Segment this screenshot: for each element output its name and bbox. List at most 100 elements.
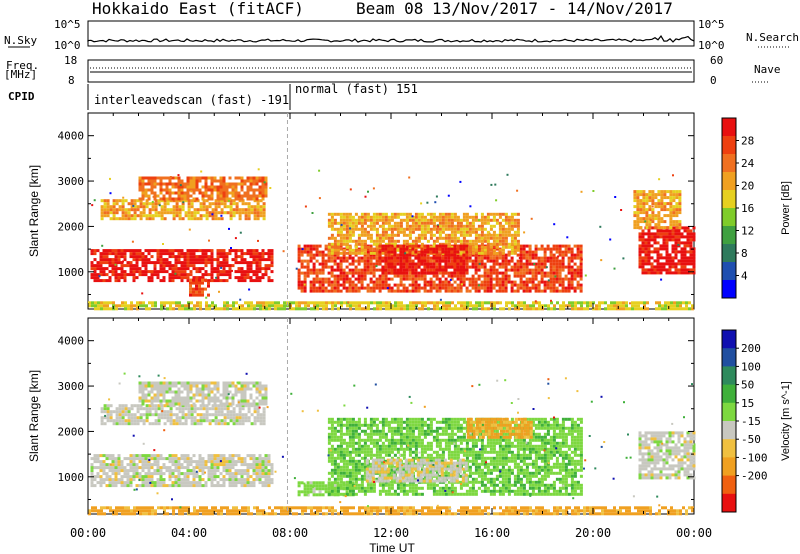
data-cell [547, 307, 550, 311]
data-cell [211, 213, 214, 216]
data-cell [219, 264, 223, 268]
data-cell [150, 478, 154, 482]
data-cell [519, 283, 523, 287]
data-cell [153, 185, 157, 189]
data-cell [169, 304, 172, 308]
data-cell [270, 481, 274, 485]
data-cell [498, 227, 502, 231]
data-cell [240, 469, 244, 473]
data-cell [675, 196, 679, 200]
data-cell [402, 268, 406, 272]
data-cell [141, 258, 145, 262]
data-cell [444, 256, 448, 260]
data-cell [178, 410, 182, 414]
data-cell [528, 271, 532, 275]
data-cell [534, 244, 538, 248]
data-cell [177, 267, 181, 271]
data-cell [426, 212, 430, 216]
data-cell [258, 457, 262, 461]
data-cell [369, 286, 373, 290]
data-cell [103, 208, 107, 212]
data-cell [99, 463, 103, 467]
data-cell [223, 416, 227, 420]
data-cell [198, 261, 202, 265]
data-cell [226, 301, 229, 305]
data-cell [647, 268, 651, 272]
data-cell [558, 268, 562, 272]
data-cell [441, 274, 445, 278]
data-cell [318, 244, 322, 248]
data-cell [552, 274, 556, 278]
data-cell [444, 268, 448, 272]
data-cell [450, 221, 454, 225]
data-cell [394, 304, 397, 308]
data-cell [420, 259, 424, 263]
data-cell [420, 242, 424, 246]
data-cell [390, 259, 394, 263]
data-cell [354, 286, 358, 290]
data-cell [252, 469, 256, 473]
data-cell [414, 265, 418, 269]
data-cell [647, 244, 651, 248]
data-cell [136, 416, 140, 420]
data-cell [330, 242, 334, 246]
data-cell [141, 457, 145, 461]
data-cell [166, 413, 170, 417]
data-cell [199, 205, 203, 209]
data-cell [394, 307, 397, 311]
data-cell [384, 244, 388, 248]
data-cell [319, 301, 322, 305]
data-cell [433, 301, 436, 305]
data-cell [246, 481, 250, 485]
data-cell [445, 301, 448, 305]
data-cell [564, 274, 568, 278]
data-cell [126, 475, 130, 479]
data-cell [156, 472, 160, 476]
data-cell [240, 463, 244, 467]
data-cell [477, 244, 481, 248]
data-cell [297, 283, 301, 287]
data-cell [96, 264, 100, 268]
data-cell [498, 212, 502, 216]
data-cell [423, 265, 427, 269]
data-cell [214, 410, 218, 414]
data-cell [207, 249, 211, 253]
data-cell [234, 191, 238, 195]
data-cell [132, 454, 136, 458]
data-cell [121, 217, 125, 221]
data-cell [354, 265, 358, 269]
data-cell [246, 270, 250, 274]
data-cell [417, 244, 421, 248]
data-cell [411, 289, 415, 293]
data-cell [258, 472, 262, 476]
data-cell [120, 469, 124, 473]
data-cell [331, 301, 334, 305]
data-cell [159, 258, 163, 262]
data-cell [195, 270, 199, 274]
data-cell [157, 422, 161, 426]
data-cell [298, 304, 301, 308]
data-cell [318, 250, 322, 254]
data-cell [234, 197, 238, 201]
data-cell [552, 271, 556, 275]
data-cell [384, 259, 388, 263]
data-cell [111, 481, 115, 485]
data-cell [372, 268, 376, 272]
data-cell [228, 469, 232, 473]
data-cell [432, 247, 436, 251]
data-cell [552, 244, 556, 248]
data-cell [117, 255, 121, 259]
data-cell [187, 199, 191, 203]
data-cell [429, 233, 433, 237]
data-cell [109, 307, 112, 311]
data-cell [366, 256, 370, 260]
data-cell [683, 262, 687, 266]
data-cell [115, 208, 119, 212]
data-cell [208, 407, 212, 411]
data-cell [360, 224, 364, 228]
data-cell [552, 256, 556, 260]
data-cell [246, 261, 250, 265]
data-cell [357, 286, 361, 290]
data-cell [126, 264, 130, 268]
data-cell [207, 194, 211, 198]
